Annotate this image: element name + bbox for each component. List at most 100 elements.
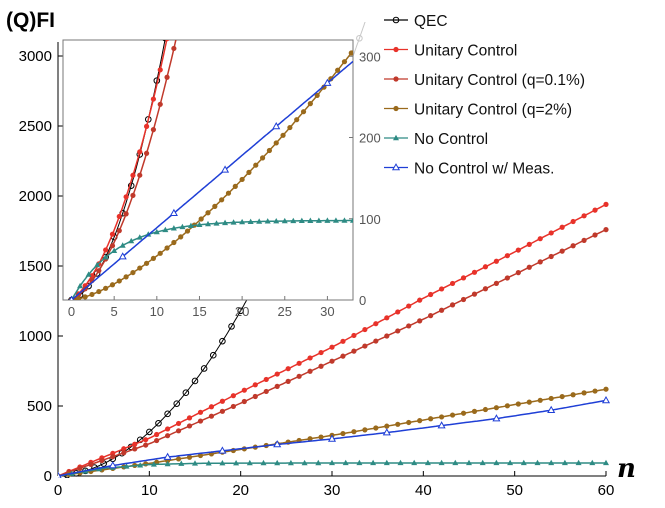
inset-y-tick-label: 300 [359, 49, 381, 64]
series-point [329, 344, 335, 350]
series-point [219, 398, 225, 404]
inset-series-point [212, 203, 218, 209]
series-point [327, 434, 337, 442]
inset-series-point [221, 165, 230, 173]
series-point [526, 264, 532, 270]
legend-swatch-marker [393, 76, 399, 82]
series-point [110, 454, 116, 460]
series-point [482, 264, 489, 270]
series-point [411, 459, 418, 466]
inset-y-tick-label: 0 [359, 293, 366, 308]
inset-series-point [230, 219, 237, 225]
series-point [263, 388, 269, 395]
series-point [143, 442, 149, 448]
series-qec-point [146, 428, 153, 436]
inset-series-point [89, 291, 95, 298]
inset-series-point [272, 122, 281, 130]
series-point [581, 213, 587, 219]
legend-label: Unitary Control (q=2%) [414, 102, 572, 119]
inset-series-point [314, 92, 320, 99]
inset-series-point [170, 225, 177, 231]
inset-series-point [103, 285, 109, 291]
series-point [274, 383, 280, 389]
series-qec-point [173, 400, 181, 407]
series-point [373, 321, 379, 327]
series-point [581, 390, 587, 396]
inset-series-point [164, 74, 170, 80]
inset-series-point [128, 237, 135, 244]
series-point [471, 291, 478, 297]
series-point [460, 410, 467, 416]
series-point [581, 237, 587, 243]
x-tick-label: 20 [232, 482, 249, 499]
series-point [296, 373, 302, 379]
series-point [273, 440, 282, 448]
series-point [526, 399, 532, 405]
series-point [493, 280, 499, 286]
series-point [537, 236, 543, 242]
series-point [318, 363, 324, 369]
inset-series-point [187, 222, 194, 228]
series-point [428, 416, 434, 422]
series-point [218, 446, 227, 454]
inset-series-point [116, 278, 122, 284]
series-point [329, 358, 335, 364]
series-point [175, 428, 182, 434]
series-point [603, 459, 609, 466]
inset-series-point [341, 59, 348, 65]
inset-series-point [178, 234, 184, 240]
series-point [197, 452, 204, 459]
inset-series-point [69, 295, 75, 300]
series-point [452, 459, 459, 466]
series-point [603, 201, 609, 207]
inset-series-point [164, 40, 170, 42]
series-point [534, 459, 541, 466]
series-point [175, 420, 182, 427]
series-point [108, 461, 117, 469]
inset-y-tick-label: 100 [359, 212, 381, 227]
series-point [219, 460, 226, 466]
inset-x-tick-label: 15 [192, 304, 206, 319]
inset-series-point [82, 294, 88, 300]
series-qec-point [191, 377, 199, 385]
inset-series-point [222, 219, 229, 226]
series-point [570, 218, 576, 225]
series-point [132, 446, 138, 452]
series-point [504, 253, 510, 259]
series-point [274, 459, 281, 466]
inset-series-point [119, 242, 126, 248]
series-point [438, 459, 445, 466]
series-point [482, 406, 489, 413]
series-point [548, 395, 554, 402]
inset-y-tick-label: 200 [359, 131, 381, 146]
series-point [428, 291, 434, 298]
series-point [373, 425, 379, 431]
inset-series-point [94, 261, 101, 268]
series-point [230, 393, 236, 399]
inset-series-point [298, 217, 305, 224]
series-point [504, 275, 510, 281]
series-point [287, 459, 294, 466]
inset-series-point [247, 218, 254, 224]
series-point [370, 459, 377, 466]
inset-series-point [171, 239, 177, 246]
series-point [143, 437, 149, 443]
series-point [318, 349, 324, 356]
series-point [186, 423, 193, 429]
x-tick-label: 10 [141, 482, 158, 499]
series-point [356, 459, 363, 466]
inset-series-point [116, 213, 122, 220]
legend-swatch-marker [391, 163, 401, 171]
series-point [362, 343, 368, 349]
series-point [351, 332, 357, 339]
series-point [165, 426, 171, 432]
series-point [559, 224, 565, 230]
inset-series-line [70, 219, 353, 300]
series-point [121, 450, 127, 456]
series-point [165, 433, 171, 439]
y-tick-label: 2500 [19, 118, 52, 135]
inset-series-point [259, 155, 266, 161]
series-qec-point [237, 307, 244, 315]
inset-series-point [85, 271, 92, 277]
